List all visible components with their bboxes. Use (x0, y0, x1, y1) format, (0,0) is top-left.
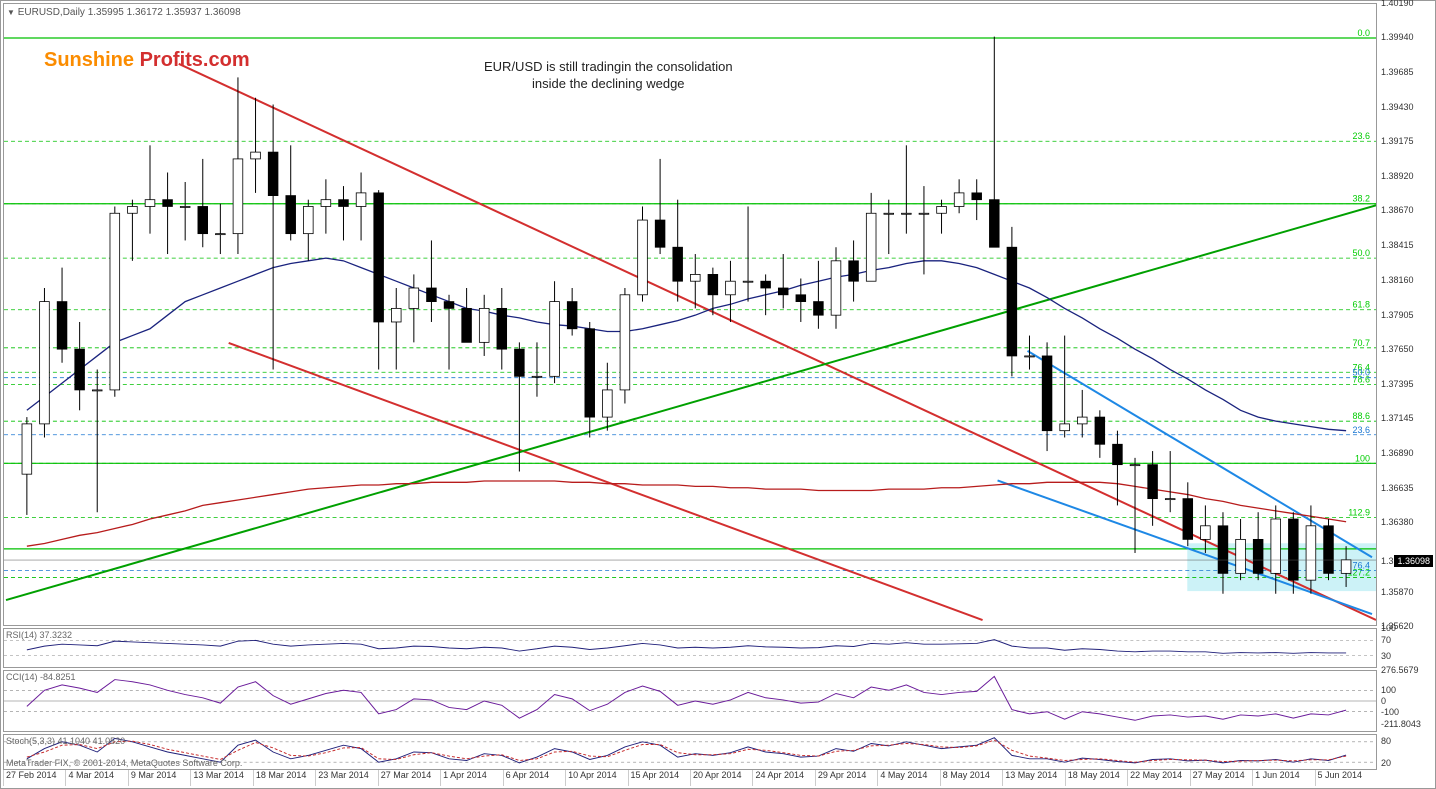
y-tick-label: 276.5679 (1381, 665, 1419, 675)
y-tick-label: 1.37395 (1381, 379, 1414, 389)
x-tick-label: 9 Mar 2014 (128, 770, 190, 786)
copyright-text: MetaTrader FIX, © 2001-2014, MetaQuotes … (6, 758, 242, 768)
svg-text:23.6: 23.6 (1353, 131, 1370, 141)
x-tick-label: 13 Mar 2014 (190, 770, 252, 786)
x-tick-label: 13 May 2014 (1002, 770, 1064, 786)
x-tick-label: 18 Mar 2014 (253, 770, 315, 786)
y-tick-label: 1.37650 (1381, 344, 1414, 354)
x-tick-label: 27 Feb 2014 (3, 770, 65, 786)
last-price-tag: 1.36098 (1394, 555, 1433, 567)
y-tick-label: -211.8043 (1381, 719, 1421, 729)
x-tick-label: 1 Jun 2014 (1252, 770, 1314, 786)
y-tick-label: 80 (1381, 736, 1391, 746)
annotation-text: EUR/USD is still tradingin the consolida… (484, 59, 733, 93)
svg-text:88.6: 88.6 (1353, 411, 1370, 421)
y-axis-cci: 276.56791000-100-211.8043 (1379, 670, 1433, 732)
y-tick-label: 1.39940 (1381, 32, 1414, 42)
y-tick-label: 30 (1381, 651, 1391, 661)
y-tick-label: 20 (1381, 758, 1391, 768)
y-axis-stoch: 80 20 (1379, 734, 1433, 770)
x-tick-label: 20 Apr 2014 (690, 770, 752, 786)
x-tick-label: 10 Apr 2014 (565, 770, 627, 786)
ohlc-label: 1.35995 1.36172 1.35937 1.36098 (88, 7, 241, 18)
watermark: Sunshine Profits.com (44, 49, 250, 72)
y-tick-label: 1.38920 (1381, 171, 1414, 181)
chart-window: ▼ EURUSD,Daily 1.35995 1.36172 1.35937 1… (0, 0, 1436, 789)
cci-chart-svg (4, 671, 1376, 731)
x-tick-label: 24 Apr 2014 (752, 770, 814, 786)
chart-title: ▼ EURUSD,Daily 1.35995 1.36172 1.35937 1… (7, 7, 241, 18)
y-tick-label: 1.39430 (1381, 102, 1414, 112)
svg-text:70.7: 70.7 (1353, 338, 1370, 348)
symbol-label: EURUSD,Daily (18, 7, 85, 18)
svg-text:0.0: 0.0 (1358, 28, 1370, 38)
y-tick-label: 1.38160 (1381, 275, 1414, 285)
x-tick-label: 27 May 2014 (1190, 770, 1252, 786)
x-tick-label: 22 May 2014 (1127, 770, 1189, 786)
svg-text:50.0: 50.0 (1353, 368, 1370, 378)
y-tick-label: 1.39685 (1381, 67, 1414, 77)
x-tick-label: 4 May 2014 (877, 770, 939, 786)
y-tick-label: 1.36890 (1381, 448, 1414, 458)
y-tick-label: 70 (1381, 635, 1391, 645)
y-tick-label: 1.36380 (1381, 517, 1414, 527)
price-panel[interactable]: ▼ EURUSD,Daily 1.35995 1.36172 1.35937 1… (3, 3, 1377, 626)
x-tick-label: 4 Mar 2014 (65, 770, 127, 786)
svg-text:50.0: 50.0 (1353, 248, 1370, 258)
y-axis-main: 1.356201.358701.360981.363801.366351.368… (1379, 3, 1433, 626)
x-tick-label: 8 May 2014 (940, 770, 1002, 786)
rsi-chart-svg (4, 629, 1376, 667)
y-tick-label: 1.36635 (1381, 483, 1414, 493)
svg-text:23.6: 23.6 (1353, 425, 1370, 435)
y-tick-label: 0 (1381, 696, 1386, 706)
svg-text:61.8: 61.8 (1353, 300, 1370, 310)
x-tick-label: 1 Apr 2014 (440, 770, 502, 786)
x-tick-label: 15 Apr 2014 (628, 770, 690, 786)
y-tick-label: 1.37145 (1381, 413, 1414, 423)
svg-text:100: 100 (1355, 453, 1370, 463)
rsi-label: RSI(14) 37.3232 (6, 630, 72, 640)
x-tick-label: 5 Jun 2014 (1315, 770, 1377, 786)
price-chart-svg: 0.023.638.250.061.870.776.478.688.610011… (4, 4, 1376, 625)
y-tick-label: 1.38415 (1381, 240, 1414, 250)
x-tick-label: 27 Mar 2014 (378, 770, 440, 786)
x-tick-label: 6 Apr 2014 (503, 770, 565, 786)
y-tick-label: 1.38670 (1381, 205, 1414, 215)
x-axis: 27 Feb 20144 Mar 20149 Mar 201413 Mar 20… (3, 770, 1377, 786)
x-tick-label: 18 May 2014 (1065, 770, 1127, 786)
rsi-panel[interactable]: RSI(14) 37.3232 (3, 628, 1377, 668)
y-tick-label: 1.37905 (1381, 310, 1414, 320)
x-tick-label: 23 Mar 2014 (315, 770, 377, 786)
y-tick-label: 1.40190 (1381, 0, 1414, 8)
stoch-label: Stoch(5,3,3) 41.1040 41.0520 (6, 736, 125, 746)
cci-panel[interactable]: CCI(14) -84.8251 (3, 670, 1377, 732)
y-tick-label: 100 (1381, 685, 1396, 695)
y-tick-label: 100 (1381, 623, 1396, 633)
stoch-panel[interactable]: Stoch(5,3,3) 41.1040 41.0520 MetaTrader … (3, 734, 1377, 770)
y-tick-label: 1.35870 (1381, 587, 1414, 597)
cci-label: CCI(14) -84.8251 (6, 672, 76, 682)
svg-text:76.4: 76.4 (1353, 561, 1370, 571)
y-tick-label: 1.39175 (1381, 136, 1414, 146)
svg-text:112.9: 112.9 (1348, 508, 1370, 518)
x-tick-label: 29 Apr 2014 (815, 770, 877, 786)
svg-text:38.2: 38.2 (1353, 194, 1370, 204)
y-tick-label: -100 (1381, 707, 1399, 717)
y-axis-rsi: 1007030 (1379, 628, 1433, 668)
